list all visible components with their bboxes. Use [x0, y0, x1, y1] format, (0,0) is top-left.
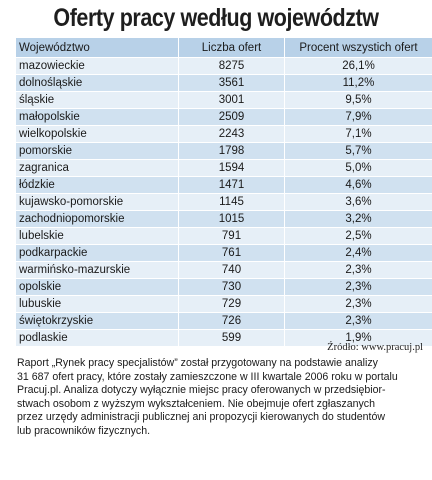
cell-percent: 4,6%	[284, 176, 432, 194]
cell-voivodeship: śląskie	[15, 91, 179, 109]
table-row: lubuskie 729 2,3%	[15, 295, 432, 313]
cell-percent: 2,3%	[284, 295, 432, 313]
cell-offer-count: 599	[178, 329, 285, 347]
header-row: Województwo Liczba ofert Procent wszysti…	[15, 38, 432, 58]
table-row: dolnośląskie 3561 11,2%	[15, 74, 432, 92]
table-row: opolskie 730 2,3%	[15, 278, 432, 296]
table-body: mazowieckie 8275 26,1% dolnośląskie 3561 11,2…	[15, 57, 432, 347]
job-offers-table: Województwo Liczba ofert Procent wszysti…	[15, 38, 432, 347]
cell-percent: 26,1%	[284, 57, 432, 75]
cell-percent: 2,5%	[284, 227, 432, 245]
cell-voivodeship: kujawsko-pomorskie	[15, 193, 179, 211]
cell-offer-count: 3001	[178, 91, 285, 109]
cell-voivodeship: podlaskie	[15, 329, 179, 347]
cell-offer-count: 729	[178, 295, 285, 313]
cell-percent: 2,3%	[284, 261, 432, 279]
table-row: wielkopolskie 2243 7,1%	[15, 125, 432, 143]
table-row: lubelskie 791 2,5%	[15, 227, 432, 245]
cell-voivodeship: świętokrzyskie	[15, 312, 179, 330]
table-row: warmińsko-mazurskie 740 2,3%	[15, 261, 432, 279]
table-row: podlaskie 599 1,9%	[15, 329, 432, 347]
table-row: podkarpackie 761 2,4%	[15, 244, 432, 262]
column-header-percent: Procent wszystich ofert	[284, 38, 432, 58]
cell-percent: 11,2%	[284, 74, 432, 92]
source-note: Źródło: www.pracuj.pl	[327, 342, 423, 353]
cell-voivodeship: mazowieckie	[15, 57, 179, 75]
report-description: Raport „Rynek pracy specjalistów” został…	[17, 357, 398, 437]
cell-percent: 3,2%	[284, 210, 432, 228]
cell-voivodeship: podkarpackie	[15, 244, 179, 262]
cell-percent: 3,6%	[284, 193, 432, 211]
cell-percent: 2,4%	[284, 244, 432, 262]
table-row: małopolskie 2509 7,9%	[15, 108, 432, 126]
cell-percent: 9,5%	[284, 91, 432, 109]
table-row: zagranica 1594 5,0%	[15, 159, 432, 177]
table-row: mazowieckie 8275 26,1%	[15, 57, 432, 75]
cell-percent: 7,1%	[284, 125, 432, 143]
cell-voivodeship: lubuskie	[15, 295, 179, 313]
table-row: śląskie 3001 9,5%	[15, 91, 432, 109]
cell-offer-count: 2243	[178, 125, 285, 143]
cell-voivodeship: zachodniopomorskie	[15, 210, 179, 228]
cell-percent: 1,9%	[284, 329, 432, 347]
table-row: łódzkie 1471 4,6%	[15, 176, 432, 194]
table-row: pomorskie 1798 5,7%	[15, 142, 432, 160]
cell-offer-count: 1798	[178, 142, 285, 160]
cell-voivodeship: pomorskie	[15, 142, 179, 160]
cell-percent: 5,7%	[284, 142, 432, 160]
cell-voivodeship: łódzkie	[15, 176, 179, 194]
cell-voivodeship: lubelskie	[15, 227, 179, 245]
cell-voivodeship: wielkopolskie	[15, 125, 179, 143]
cell-offer-count: 3561	[178, 74, 285, 92]
cell-offer-count: 726	[178, 312, 285, 330]
cell-offer-count: 2509	[178, 108, 285, 126]
cell-offer-count: 791	[178, 227, 285, 245]
cell-offer-count: 1594	[178, 159, 285, 177]
table-row: zachodniopomorskie 1015 3,2%	[15, 210, 432, 228]
cell-voivodeship: dolnośląskie	[15, 74, 179, 92]
cell-offer-count: 740	[178, 261, 285, 279]
cell-percent: 7,9%	[284, 108, 432, 126]
cell-voivodeship: opolskie	[15, 278, 179, 296]
cell-voivodeship: małopolskie	[15, 108, 179, 126]
table-header: Województwo Liczba ofert Procent wszysti…	[15, 38, 432, 58]
cell-offer-count: 8275	[178, 57, 285, 75]
column-header-voivodeship: Województwo	[15, 38, 179, 58]
cell-offer-count: 730	[178, 278, 285, 296]
cell-percent: 5,0%	[284, 159, 432, 177]
page-title: Oferty pracy według województw	[53, 4, 379, 32]
cell-offer-count: 761	[178, 244, 285, 262]
cell-percent: 2,3%	[284, 278, 432, 296]
cell-voivodeship: warmińsko-mazurskie	[15, 261, 179, 279]
table-row: kujawsko-pomorskie 1145 3,6%	[15, 193, 432, 211]
cell-voivodeship: zagranica	[15, 159, 179, 177]
cell-offer-count: 1015	[178, 210, 285, 228]
table-row: świętokrzyskie 726 2,3%	[15, 312, 432, 330]
cell-percent: 2,3%	[284, 312, 432, 330]
column-header-offer-count: Liczba ofert	[178, 38, 285, 58]
cell-offer-count: 1471	[178, 176, 285, 194]
cell-offer-count: 1145	[178, 193, 285, 211]
